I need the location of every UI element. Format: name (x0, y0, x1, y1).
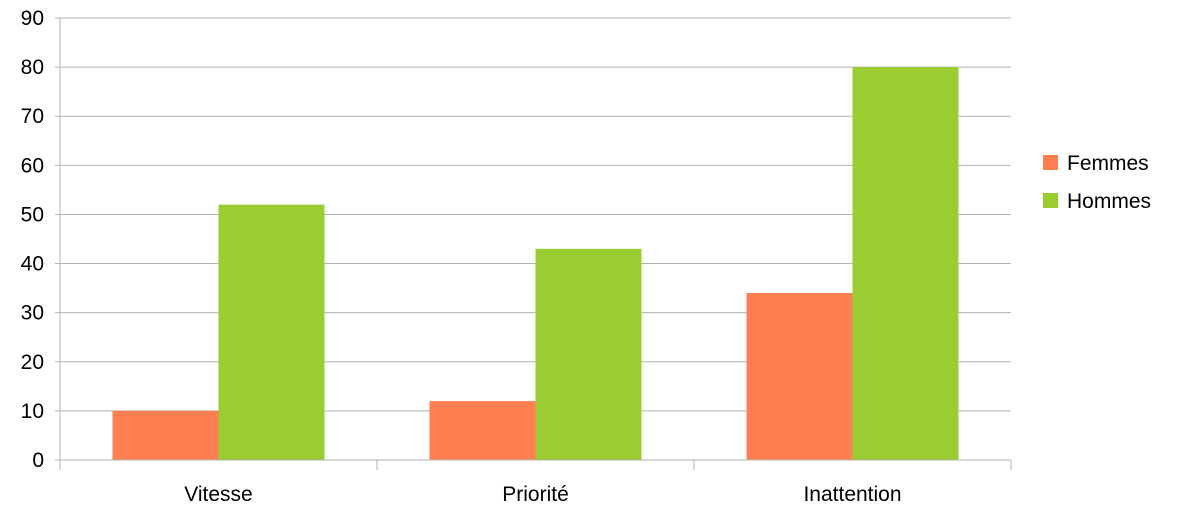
bar-hommes-vitesse (219, 205, 325, 460)
legend-label-hommes: Hommes (1067, 190, 1151, 213)
bar-femmes-priorité (430, 401, 536, 460)
y-axis-tick-labels: 0 10 20 30 40 50 60 70 80 90 (21, 7, 44, 472)
y-tick-label: 20 (21, 351, 44, 374)
y-tick-label: 90 (21, 7, 44, 30)
legend-swatch-hommes (1043, 193, 1058, 208)
y-tick-label: 10 (21, 400, 44, 423)
legend-label-femmes: Femmes (1067, 152, 1149, 175)
x-axis-tick-labels: Vitesse Priorité Inattention (184, 483, 901, 506)
y-tick-label: 40 (21, 253, 44, 276)
y-tick-label: 70 (21, 105, 44, 128)
x-tick-label: Inattention (803, 483, 901, 506)
y-tick-label: 50 (21, 203, 44, 226)
bar-femmes-vitesse (113, 411, 219, 460)
bar-hommes-priorité (536, 249, 642, 460)
legend-swatch-femmes (1043, 155, 1058, 170)
y-tick-label: 60 (21, 154, 44, 177)
x-tick-label: Vitesse (184, 483, 253, 506)
legend: Femmes Hommes (1043, 152, 1151, 213)
y-tick-label: 80 (21, 56, 44, 79)
bar-femmes-inattention (747, 293, 853, 460)
y-tick-label: 30 (21, 302, 44, 325)
bar-hommes-inattention (853, 67, 959, 460)
x-tick-label: Priorité (502, 483, 569, 506)
y-tick-label: 0 (32, 449, 44, 472)
